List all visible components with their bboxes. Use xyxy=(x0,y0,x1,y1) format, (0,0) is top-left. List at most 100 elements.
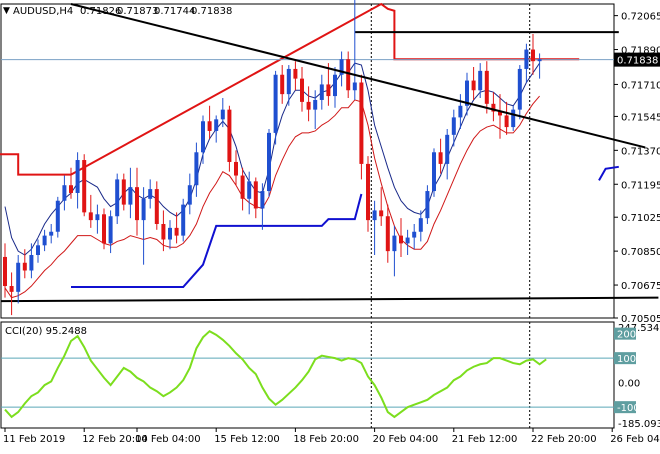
candle-body xyxy=(478,70,483,91)
red-step-line xyxy=(0,2,580,176)
candle-body xyxy=(115,179,120,217)
candle-body xyxy=(3,256,7,287)
price-tick-label: 0.71025 xyxy=(621,213,660,224)
candle-body xyxy=(161,223,166,240)
candle-body xyxy=(214,119,219,131)
cci-level-badge xyxy=(614,352,636,365)
price-tick-label: 0.71195 xyxy=(621,180,660,191)
cci-tick-label: 100 xyxy=(617,354,636,365)
candle-body xyxy=(273,74,278,133)
candle-body xyxy=(511,109,516,128)
ohlc-close: 0.71838 xyxy=(191,6,232,17)
candle-body xyxy=(537,59,542,62)
cci-tick-label: 247.5346 xyxy=(618,323,660,334)
price-tick-label: 0.70675 xyxy=(621,281,660,292)
price-tick-label: 0.71890 xyxy=(621,46,660,57)
cci-panel: 247.5346200 100 0.00 -100 -185.0931 xyxy=(0,321,660,430)
time-tick-label: 18 Feb 20:00 xyxy=(293,434,359,445)
candle-body xyxy=(293,68,298,79)
candle-body xyxy=(141,198,146,221)
candle-body xyxy=(432,152,436,192)
candle-body xyxy=(29,255,34,271)
ohlc-high: 0.71873 xyxy=(117,6,158,17)
time-tick-label: 12 Feb 20:00 xyxy=(82,434,148,445)
candle-body xyxy=(425,191,430,219)
candle-body xyxy=(319,84,324,100)
support-horizontal-line xyxy=(0,296,659,303)
candle-body xyxy=(491,103,496,112)
candle-body xyxy=(524,49,529,69)
blue-tail-line xyxy=(598,165,619,181)
candle-body xyxy=(379,210,384,217)
price-tick-label: 0.70850 xyxy=(621,247,660,258)
candle-body xyxy=(366,163,370,221)
candle-body xyxy=(75,160,80,193)
cci-panel-frame xyxy=(0,321,615,429)
cci-tick-label: 200 xyxy=(617,330,636,341)
candle-body xyxy=(531,49,535,62)
candle-body xyxy=(108,216,113,244)
candle-body xyxy=(517,68,522,110)
candle-body xyxy=(102,214,106,244)
candle-body xyxy=(392,235,397,252)
candle-body xyxy=(359,82,364,164)
time-tick-label: 21 Feb 12:00 xyxy=(452,434,518,445)
cci-level-badge xyxy=(614,327,636,340)
candle-body xyxy=(207,121,212,131)
candle-body xyxy=(240,175,245,199)
candle-body xyxy=(412,231,417,238)
ohlc-low: 0.71744 xyxy=(154,6,195,17)
candle-body xyxy=(267,132,271,192)
bollinger-lower-band xyxy=(4,95,540,299)
main-panel: 0.72065 0.71890 0.71710 0.71545 0.71370 0.711… xyxy=(0,0,660,325)
candle-body xyxy=(82,160,87,213)
candle-body xyxy=(385,216,390,252)
time-tick-label: 20 Feb 04:00 xyxy=(373,434,439,445)
time-tick-label: 11 Feb 2019 xyxy=(3,434,65,445)
price-tick-label: 0.71710 xyxy=(621,80,660,91)
candle-body xyxy=(181,204,186,236)
symbol-label: AUDUSD,H4 xyxy=(13,6,73,17)
candle-body xyxy=(148,189,153,199)
price-tick-label: 0.72065 xyxy=(621,12,660,23)
candle-body xyxy=(36,245,40,256)
time-tick-label: 14 Feb 04:00 xyxy=(135,434,201,445)
candle-body xyxy=(260,191,265,209)
cci-title: CCI(20) 95.2488 xyxy=(5,326,87,337)
candle-body xyxy=(333,74,337,97)
candle-body xyxy=(247,181,252,199)
candle-body xyxy=(458,105,463,118)
candle-body xyxy=(234,161,238,176)
candle-body xyxy=(135,187,139,221)
blue-step-line xyxy=(71,193,363,288)
candle-body xyxy=(220,109,225,120)
cci-tick-label: 0.00 xyxy=(618,379,640,390)
candle-body xyxy=(339,59,344,75)
cci-level-badge xyxy=(614,401,636,414)
candle-body xyxy=(128,187,133,205)
candle-body xyxy=(121,179,126,205)
candle-body xyxy=(9,286,14,292)
candle-body xyxy=(201,121,205,153)
candle-body xyxy=(405,237,410,244)
dropdown-triangle-icon[interactable]: ▼ xyxy=(3,6,10,16)
time-tick-label: 22 Feb 20:00 xyxy=(531,434,597,445)
candle-body xyxy=(418,218,423,232)
candle-body xyxy=(498,111,502,116)
candle-body xyxy=(187,185,192,205)
candle-body xyxy=(326,84,331,97)
main-panel-frame xyxy=(0,3,615,319)
candle-body xyxy=(445,134,450,164)
candle-body xyxy=(346,59,351,91)
candle-body xyxy=(49,231,54,236)
candle-body xyxy=(16,262,21,292)
price-tick-label: 0.71545 xyxy=(621,112,660,123)
candle-body xyxy=(504,115,509,128)
candle-body xyxy=(22,262,27,271)
candle-body xyxy=(286,68,291,95)
candle-body xyxy=(154,189,159,224)
candle-body xyxy=(451,117,456,135)
candle-body xyxy=(300,78,304,102)
